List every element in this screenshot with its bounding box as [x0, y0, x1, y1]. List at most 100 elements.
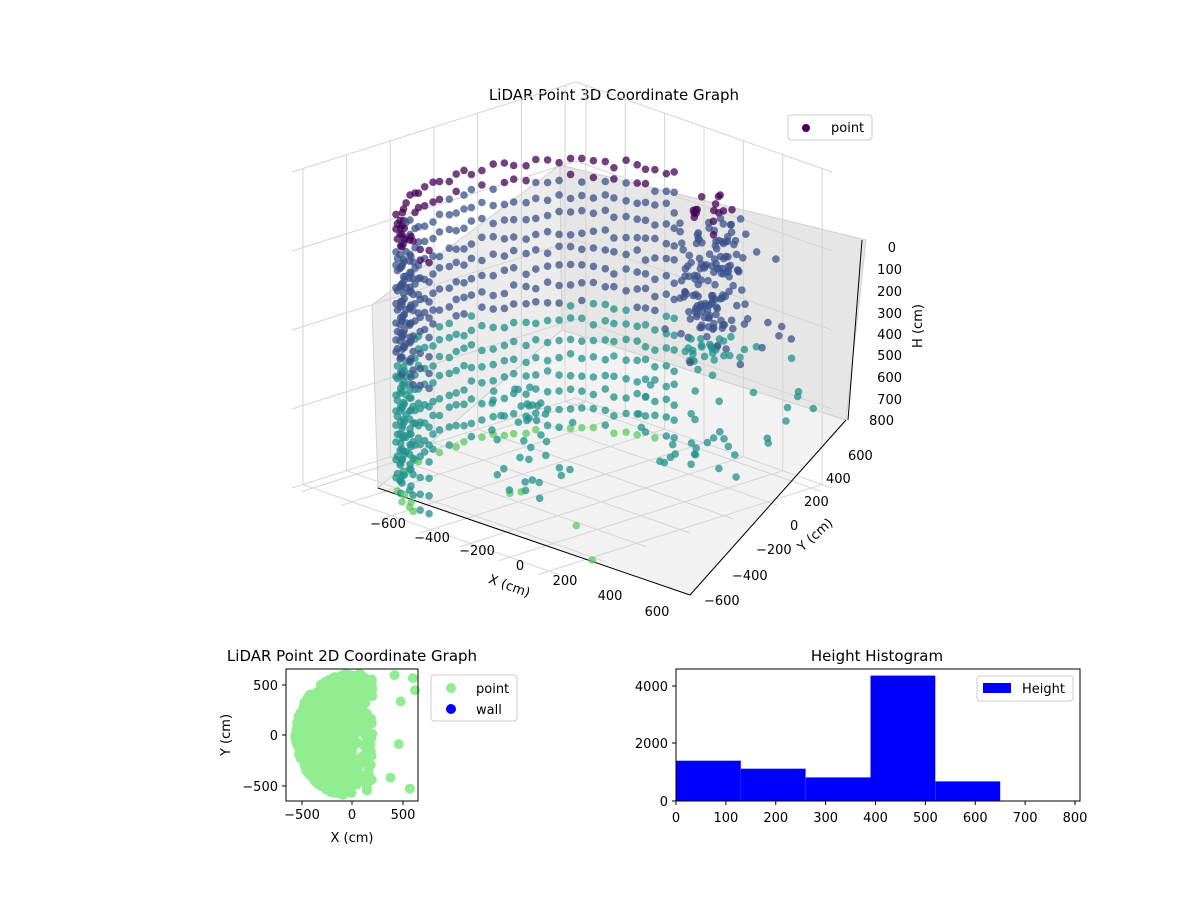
data-point: [460, 421, 468, 430]
data-point: [651, 292, 659, 301]
data-point: [589, 262, 598, 271]
legend-marker: [446, 704, 456, 714]
data-point: [578, 245, 586, 254]
data-point: [488, 399, 497, 407]
legend-label: wall: [476, 703, 502, 718]
data-point: [429, 270, 437, 278]
data-point: [555, 423, 563, 432]
data-point: [670, 416, 678, 425]
data-point: [543, 299, 552, 307]
data-point: [610, 337, 618, 346]
data-point: [532, 385, 540, 393]
data-point: [409, 470, 417, 479]
y-ticks-2d: 500 0 −500: [242, 679, 286, 795]
data-point: [435, 210, 444, 219]
data-point: [500, 235, 509, 243]
data-point: [429, 198, 437, 206]
data-point: [445, 441, 454, 449]
data-point: [404, 783, 415, 794]
data-point: [695, 235, 703, 244]
x-tick-label: −500: [284, 808, 320, 823]
x-tick-label: 300: [813, 811, 838, 826]
data-point: [327, 747, 338, 758]
data-point: [557, 471, 566, 480]
data-point: [651, 376, 659, 384]
data-point: [566, 302, 575, 310]
data-point: [532, 194, 540, 203]
data-point: [527, 443, 535, 452]
data-point: [651, 254, 659, 262]
data-point: [489, 323, 498, 332]
data-point: [676, 219, 684, 227]
x-tick-label: 700: [1013, 811, 1038, 826]
data-point: [532, 230, 540, 239]
data-point: [425, 353, 433, 361]
data-point: [452, 170, 461, 178]
y-axis-label: Y (cm): [794, 516, 836, 556]
legend-marker: [983, 683, 1011, 693]
data-point: [509, 161, 518, 170]
data-point: [500, 394, 509, 403]
data-point: [783, 403, 792, 412]
data-point: [601, 191, 610, 199]
data-point: [400, 295, 409, 303]
x-tick-label: −400: [414, 531, 450, 546]
data-point: [651, 275, 659, 284]
data-point: [651, 201, 659, 209]
data-point: [407, 394, 415, 402]
data-point: [589, 390, 598, 399]
data-point: [578, 404, 586, 412]
data-point: [389, 670, 400, 681]
data-point: [435, 306, 444, 314]
data-point: [694, 365, 702, 374]
data-point: [635, 410, 643, 418]
data-point: [400, 343, 409, 352]
data-point: [478, 416, 486, 424]
data-point: [489, 377, 498, 385]
y-tick-labels: −600 −400 −200 0 200 400 600: [704, 449, 873, 609]
data-point: [489, 360, 498, 369]
data-point: [697, 193, 706, 201]
data-point: [691, 387, 699, 395]
data-point: [467, 217, 476, 225]
data-point: [661, 325, 669, 333]
data-point: [589, 373, 598, 381]
data-point: [435, 195, 444, 204]
data-point: [700, 352, 709, 361]
legend-box: [976, 675, 1074, 702]
data-point: [467, 291, 476, 299]
data-point: [566, 154, 575, 163]
data-point: [452, 278, 461, 286]
data-point: [622, 233, 630, 242]
data-point: [578, 337, 586, 346]
data-point: [409, 237, 417, 245]
data-point: [532, 178, 540, 187]
data-point: [641, 256, 650, 264]
data-point: [516, 453, 524, 462]
data-point: [622, 212, 630, 221]
data-point: [541, 410, 550, 418]
data-point: [651, 187, 659, 195]
data-point: [532, 284, 540, 293]
data-point: [677, 329, 685, 338]
z-tick-label: 700: [877, 393, 902, 408]
data-point: [588, 556, 597, 564]
data-point: [393, 739, 404, 750]
data-point: [435, 323, 444, 331]
data-point: [732, 473, 740, 481]
data-point: [555, 207, 563, 216]
data-point: [687, 410, 695, 418]
data-point: [543, 316, 552, 325]
data-point: [429, 306, 437, 314]
data-point: [633, 356, 641, 365]
data-point: [601, 371, 610, 380]
data-point: [478, 379, 486, 387]
data-point: [425, 314, 433, 322]
data-point: [777, 322, 786, 331]
data-point: [409, 258, 417, 266]
data-point: [670, 209, 678, 217]
data-point: [543, 338, 552, 347]
data-point: [478, 271, 486, 280]
data-point: [416, 327, 425, 336]
data-point: [409, 454, 417, 463]
